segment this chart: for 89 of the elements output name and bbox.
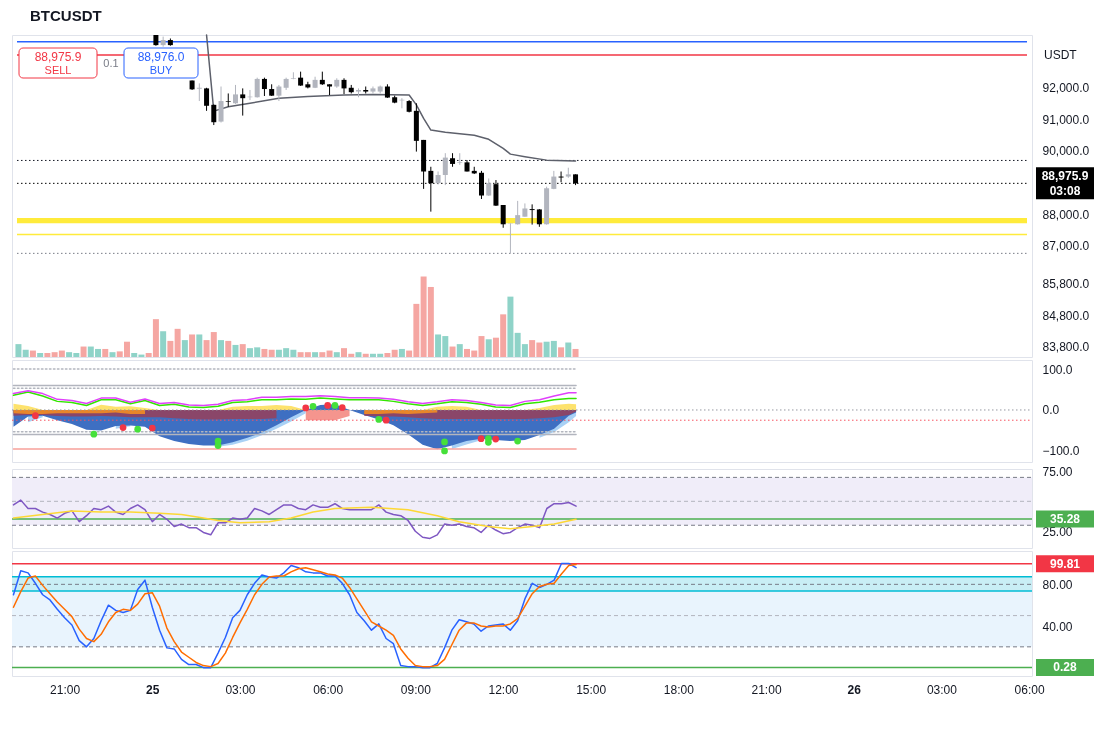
y-tick-label: 84,800.0 — [1042, 308, 1090, 323]
x-tick-label: 26 — [847, 682, 862, 697]
x-tick-label: 06:00 — [1014, 682, 1045, 697]
bar — [160, 331, 167, 357]
bar — [225, 340, 232, 357]
bar — [456, 344, 463, 357]
bar — [572, 348, 579, 357]
line-series — [12, 499, 577, 540]
x-tick-label: 21:00 — [50, 682, 81, 697]
y-tick-label: 0.0 — [1042, 403, 1060, 418]
x-tick-label: 03:00 — [225, 682, 256, 697]
bar — [485, 339, 492, 357]
bar — [239, 344, 246, 357]
y-tick-label: 25.00 — [1042, 524, 1073, 539]
candlestick — [442, 152, 448, 186]
y-tick-label: 83,800.0 — [1042, 340, 1090, 355]
bar — [391, 349, 398, 357]
bar — [398, 348, 405, 357]
bar — [22, 349, 29, 357]
x-tick-label: 03:00 — [926, 682, 958, 697]
y-tick-label: 87,000.0 — [1042, 239, 1090, 254]
bar — [449, 346, 456, 357]
x-tick-label: 09:00 — [400, 682, 432, 697]
candlestick — [507, 222, 513, 254]
bar — [333, 352, 340, 357]
y-tick-label: 80.00 — [1042, 577, 1073, 592]
candlestick — [500, 204, 506, 229]
bar — [174, 328, 181, 357]
bar — [102, 348, 109, 357]
annotation: 88,975.9 — [34, 50, 82, 64]
candlestick — [515, 200, 521, 226]
annotation: 88,976.0 — [137, 50, 185, 64]
candlestick — [218, 86, 224, 124]
bar — [218, 340, 225, 357]
candlestick — [457, 152, 463, 166]
annotation: 0.1 — [103, 57, 119, 69]
x-tick-label: 25 — [146, 682, 160, 697]
x-tick-label: 15:00 — [576, 682, 607, 697]
bar — [312, 352, 319, 357]
bar — [261, 348, 268, 357]
bar — [384, 352, 391, 357]
bar — [355, 352, 362, 357]
bar — [565, 342, 572, 357]
x-tick-label: 06:00 — [313, 682, 344, 697]
bar — [29, 350, 36, 357]
bar — [15, 344, 22, 357]
candlestick — [529, 203, 535, 226]
ref-line-label: 99.81 — [1049, 556, 1081, 571]
candlestick — [233, 84, 238, 105]
candlestick — [196, 82, 202, 102]
annotation: SELL — [44, 64, 72, 76]
y-tick-label: 85,800.0 — [1042, 277, 1090, 292]
ref-line-label: 88,975.9 03:08 — [1041, 168, 1089, 198]
ref-line-label: 0.28 — [1053, 660, 1077, 675]
bar — [232, 344, 239, 357]
annotation: BUY — [149, 64, 173, 76]
y-tick-label: 100.0 — [1042, 362, 1073, 377]
chart-title: BTCUSDT — [30, 7, 102, 25]
ref-line-label: 35.28 — [1049, 511, 1081, 526]
bar — [507, 296, 514, 357]
y-tick-label: 92,000.0 — [1042, 81, 1090, 96]
bar — [44, 352, 51, 357]
y-tick-label: 40.00 — [1042, 619, 1073, 634]
y-tick-label: 91,000.0 — [1042, 112, 1090, 127]
bar — [319, 352, 326, 357]
bar — [362, 353, 369, 357]
x-tick-label: 21:00 — [751, 682, 782, 697]
bar — [268, 349, 275, 357]
bar — [167, 340, 174, 357]
bar — [37, 352, 44, 357]
candlestick — [254, 77, 260, 99]
candlestick — [240, 87, 246, 117]
bar — [109, 352, 116, 357]
bar — [558, 347, 565, 357]
candlestick — [341, 77, 347, 95]
bar — [326, 350, 333, 357]
y-axis-title: USDT — [1044, 48, 1078, 62]
x-tick-label: 12:00 — [488, 682, 519, 697]
bar — [181, 340, 188, 357]
bar — [196, 334, 203, 357]
bar — [189, 334, 196, 357]
y-tick-label: 75.00 — [1042, 464, 1073, 479]
y-tick-label: 88,000.0 — [1042, 207, 1090, 222]
bar — [80, 346, 87, 357]
y-tick-label: 90,000.0 — [1042, 144, 1090, 159]
x-tick-label: 18:00 — [663, 682, 695, 697]
y-tick-label: −100.0 — [1042, 444, 1080, 459]
candlestick — [261, 77, 267, 97]
candlestick — [225, 92, 231, 108]
